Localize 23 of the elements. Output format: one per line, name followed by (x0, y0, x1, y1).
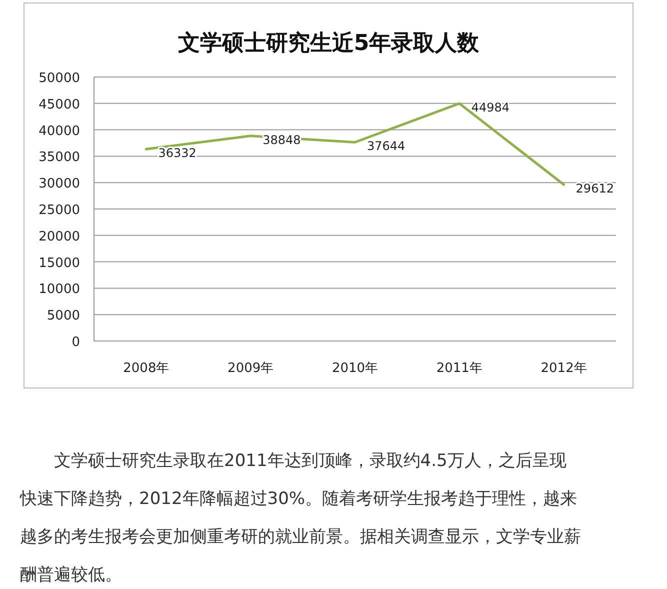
line-series (144, 102, 566, 186)
data-label: 36332 (158, 146, 196, 160)
text: 文学硕士研究生录取在2011年达到顶峰，录取约4.5万人，之后呈现快速下降趋势，2012年降幅超过30%。随着考研学生报考趋于理性，越来越多的考生报考会更加侧重考研的就业前景。据相关调查显示，文学专业薪酬普遍较低。 (19, 451, 581, 585)
y-tick-label: 5000 (46, 308, 80, 324)
y-tick-label: 10000 (38, 282, 80, 298)
data-label: 29612 (576, 182, 614, 196)
y-tick-label: 25000 (38, 203, 80, 218)
y-tick-label: 0 (72, 335, 80, 350)
y-tick-label: 15000 (38, 256, 80, 271)
y-tick-label: 35000 (38, 150, 80, 166)
x-tick-label: 2010年 (332, 361, 378, 376)
y-tick-label: 40000 (38, 124, 80, 139)
x-tick-label: 2011年 (436, 361, 482, 376)
data-label: 44984 (471, 100, 510, 114)
x-tick-label: 2009年 (228, 361, 274, 376)
y-tick-label: 30000 (38, 176, 80, 192)
y-tick-label: 20000 (38, 229, 80, 244)
y-tick-label: 45000 (38, 97, 80, 112)
data-label: 37644 (367, 139, 406, 154)
x-tick-label: 2008年 (123, 361, 170, 376)
y-tick-label: 50000 (38, 71, 80, 86)
x-tick-label: 2012年 (540, 361, 587, 376)
chart-title: 文学硕士研究生近5年录取人数 (176, 30, 480, 56)
